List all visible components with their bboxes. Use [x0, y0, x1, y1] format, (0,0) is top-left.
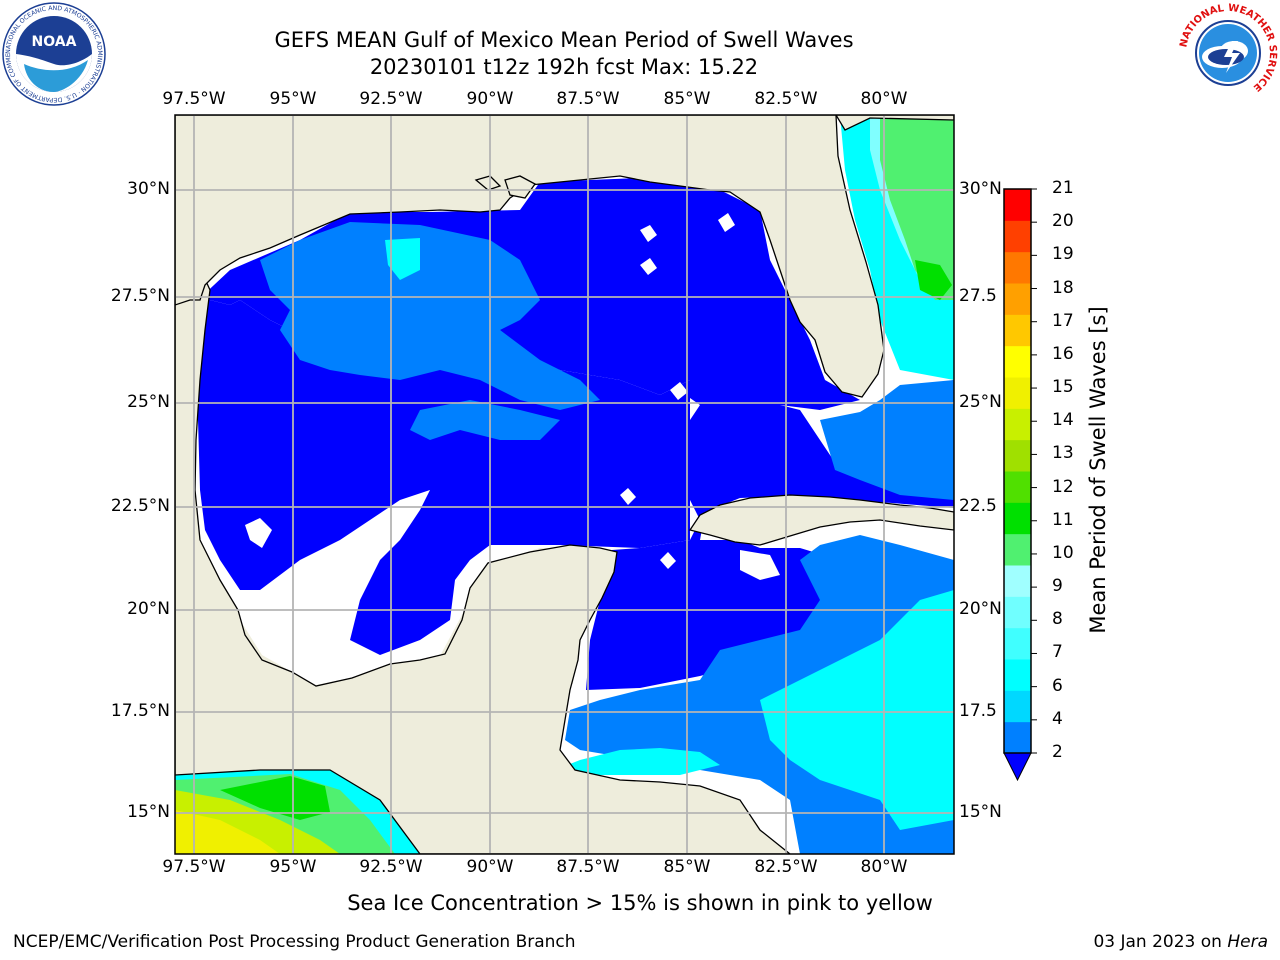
footer-host: Hera [1227, 932, 1268, 952]
colorbar-segment [1004, 283, 1031, 315]
colorbar-tick-label: 11 [1052, 509, 1074, 530]
lon-label-bottom: 92.5°W [359, 857, 423, 877]
chart-subtitle: 20230101 t12z 192h fcst Max: 15.22 [369, 55, 759, 79]
lat-label-left: 25°N [127, 392, 170, 412]
swell-region-cyan-caribbean [760, 590, 954, 830]
colorbar-extend-triangle [1003, 752, 1032, 782]
colorbar-tick-label: 8 [1052, 609, 1063, 630]
lat-label-right: 20°N [959, 599, 1002, 619]
colorbar-segment [1004, 314, 1031, 347]
footer-date-text: 03 Jan 2023 on [1093, 932, 1222, 952]
colorbar-tick-label: 18 [1052, 277, 1074, 298]
colorbar-frame [1003, 188, 1032, 754]
colorbar-label: Mean Period of Swell Waves [s] [1086, 306, 1110, 634]
lon-label-bottom: 90°W [466, 857, 514, 877]
colorbar-tick-label: 19 [1052, 244, 1074, 265]
svg-text:NOAA: NOAA [32, 34, 77, 50]
colorbar-tick-label: 13 [1052, 443, 1074, 464]
nws-logo-icon: NATIONAL WEATHER SERVICE [1178, 3, 1278, 103]
map-frame [174, 114, 955, 855]
colorbar-segment [1004, 690, 1031, 723]
lat-label-left: 30°N [127, 179, 170, 199]
colorbar-tick-label: 2 [1052, 742, 1063, 762]
colorbar-segment [1004, 659, 1031, 691]
lon-label-bottom: 82.5°W [754, 857, 818, 877]
chart-title: GEFS MEAN Gulf of Mexico Mean Period of … [274, 28, 854, 52]
colorbar-tick-label: 16 [1052, 343, 1074, 364]
colorbar-tick-label: 21 [1052, 178, 1074, 198]
colorbar-segment [1004, 408, 1031, 441]
swell-region-mid-north [260, 222, 600, 410]
lon-label-bottom: 85°W [663, 857, 711, 877]
grid-lines [175, 115, 954, 854]
lat-label-right: 30°N [959, 179, 1002, 199]
colorbar-tick-label: 20 [1052, 211, 1074, 232]
lat-label-right: 27.5 [959, 286, 997, 306]
lat-label-left: 17.5°N [110, 701, 170, 721]
colorbar-segment [1004, 377, 1031, 409]
lat-label-right: 15°N [959, 802, 1002, 822]
lat-label-left: 15°N [127, 802, 170, 822]
colorbar-segment [1004, 189, 1031, 221]
lon-label-top: 92.5°W [359, 89, 423, 109]
mexico-landmass [175, 267, 792, 854]
lat-label-left: 27.5°N [110, 286, 170, 306]
colorbar-segment [1004, 439, 1031, 472]
lat-label-right: 17.5 [959, 701, 997, 721]
footer-credit: NCEP/EMC/Verification Post Processing Pr… [13, 932, 576, 952]
lat-label-left: 20°N [127, 599, 170, 619]
lon-label-bottom: 87.5°W [556, 857, 620, 877]
lon-label-top: 95°W [269, 89, 317, 109]
colorbar-tick-label: 6 [1052, 675, 1063, 696]
lon-label-top: 80°W [860, 89, 908, 109]
colorbar-segment [1004, 533, 1031, 566]
swell-region-mid-east [820, 380, 954, 500]
colorbar-tick-label: 9 [1052, 576, 1063, 597]
colorbar-segment [1004, 345, 1031, 378]
colorbar-segment [1004, 471, 1031, 503]
colorbar-tick-label: 14 [1052, 410, 1074, 431]
colorbar-segment [1004, 596, 1031, 629]
lat-label-right: 25°N [959, 392, 1002, 412]
colorbar-segment [1004, 502, 1031, 535]
colorbar-segment [1004, 627, 1031, 660]
lat-label-right: 22.5 [959, 496, 997, 516]
lon-label-bottom: 97.5°W [162, 857, 226, 877]
colorbar-tick-label: 17 [1052, 310, 1074, 331]
lon-label-top: 97.5°W [162, 89, 226, 109]
lon-label-bottom: 95°W [269, 857, 317, 877]
colorbar-tick-label: 15 [1052, 377, 1074, 398]
colorbar-tick-label: 10 [1052, 542, 1074, 563]
colorbar-segment [1004, 251, 1031, 284]
noaa-logo-icon: NATIONAL OCEANIC AND ATMOSPHERIC ADMINIS… [2, 2, 106, 106]
usa-landmass [175, 115, 885, 398]
colorbar-segment [1004, 721, 1031, 754]
lon-label-bottom: 80°W [860, 857, 908, 877]
lat-label-left: 22.5°N [110, 496, 170, 516]
lon-label-top: 90°W [466, 89, 514, 109]
colorbar-segment [1004, 220, 1031, 253]
swell-region-green-atlantic [880, 115, 954, 300]
colorbar-segment [1004, 565, 1031, 597]
lon-label-top: 82.5°W [754, 89, 818, 109]
colorbar-tick-label: 7 [1052, 642, 1063, 663]
lon-label-top: 87.5°W [556, 89, 620, 109]
colorbar-tick-label: 4 [1052, 708, 1063, 729]
colorbar [1003, 188, 1037, 782]
footer-date: 03 Jan 2023 on Hera [1093, 932, 1268, 952]
sea-ice-caption: Sea Ice Concentration > 15% is shown in … [347, 891, 933, 915]
map-figure [174, 114, 955, 855]
colorbar-tick-label: 12 [1052, 476, 1074, 497]
lon-label-top: 85°W [663, 89, 711, 109]
